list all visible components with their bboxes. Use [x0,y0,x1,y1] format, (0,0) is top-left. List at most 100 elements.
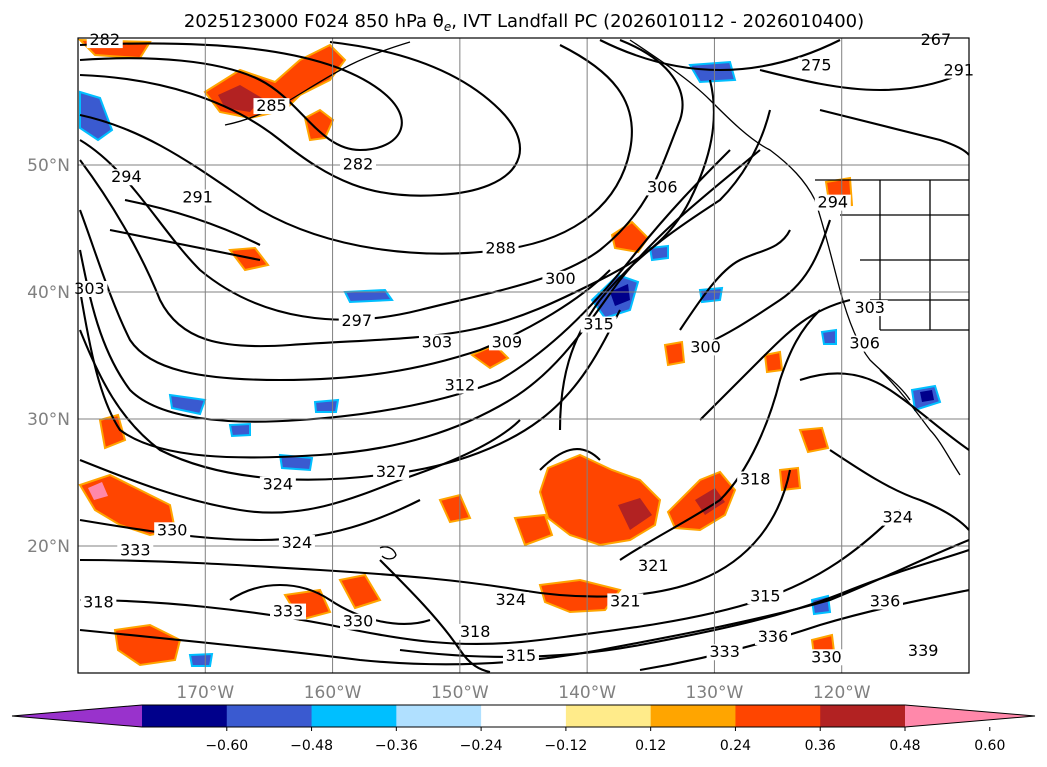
shade-extreme-west [88,482,108,500]
contour-line [639,588,969,672]
contour-label: 324 [282,533,313,552]
contour-label-bg [86,32,123,49]
contour-label-bg [905,642,942,659]
figure-title: 2025123000 F024 850 hPa θe, IVT Landfall… [184,11,864,34]
colorbar-segment [481,705,567,727]
contour-label: 333 [709,642,740,661]
lat-tick-labels: 50°N 40°N 30°N 20°N [27,156,70,557]
contour-label-bg [798,57,835,74]
contour-label: 282 [89,30,120,49]
shade-darkblue-6 [920,390,934,402]
contour-label-bg [502,648,539,665]
colorbar-segment [142,705,228,727]
contour-line [79,42,403,152]
shade-max-east [695,488,725,515]
contour-line [79,509,901,646]
lon-tick-label: 140°W [558,683,616,703]
contour-label-bg [482,240,519,257]
shade-positive-se [798,426,830,454]
contour-line [619,309,821,561]
contour-line [79,39,684,321]
colorbar-tick-label: 0.60 [974,738,1005,754]
contour-label-bg [418,334,455,351]
contour-line [109,228,261,262]
lon-tick-label: 120°W [813,683,871,703]
contour-label-bg [706,644,743,661]
colorbar-segment [650,705,736,727]
contour-label-bg [635,557,672,574]
contour-label-bg [580,316,617,333]
coastline-hawaii [379,546,397,560]
contour-label: 303 [74,279,105,298]
shade-negative-11 [188,652,214,667]
contour-label: 309 [492,332,523,351]
shade-negative-4 [168,393,207,416]
contour-label: 330 [343,612,374,631]
contour-label: 288 [485,238,516,257]
contour-label: 282 [343,155,374,174]
lon-tick-label: 160°W [304,683,362,703]
contour-label: 315 [750,586,781,605]
contour-label-bg [441,377,478,394]
lon-tick-label: 150°W [431,683,489,703]
contour-line [539,448,601,471]
map-panel: 282 282 285 291 294 303 288 300 297 303 309 315 306 3… [71,30,977,674]
contour-label: 321 [638,556,669,575]
contour-line [599,39,841,72]
contour-label-bg [154,522,191,539]
contour-line [759,68,969,92]
contour-label-bg [542,270,579,287]
contour-label-bg [71,281,108,297]
colorbar-tick-label: 0.48 [889,738,920,754]
colorbar-tick-label: −0.36 [375,738,418,754]
contour-label: 285 [256,96,287,115]
shade-positive-s4 [778,466,802,492]
colorbar-extend-high [905,705,1035,727]
colorbar: −0.60 −0.48 −0.36 −0.24 −0.12 0.12 0.24 0.36 0.4… [11,704,1036,754]
contour-label-bg [687,339,724,356]
contour-label: 333 [120,541,151,560]
contour-label: 300 [545,269,576,288]
contour-label: 306 [849,334,880,353]
shade-positive-central-2 [513,513,554,547]
shade-positive-gulf [303,108,335,142]
contour-label-bg [846,335,883,352]
contour-label: 291 [182,188,213,207]
contour-label-bg [108,169,145,186]
contour-line [79,209,611,382]
contour-label: 339 [908,641,939,660]
contour-label: 318 [740,470,771,489]
contour-label-bg [278,535,315,551]
contour-line [78,149,731,423]
contour-label: 330 [811,647,842,666]
contour-line [79,40,521,197]
colorbar-segment [735,705,821,727]
contour-label-bg [917,32,954,49]
contour-line [124,198,261,246]
map-frame [77,37,970,674]
contour-line [79,499,421,542]
shade-negative-7 [688,60,737,84]
colorbar-segment [565,705,652,727]
lat-tick-label: 50°N [27,156,70,176]
contour-label-bg [373,463,410,480]
shade-positive-s7 [663,340,686,367]
colorbar-tick-label: −0.24 [460,738,503,754]
shade-darkblue-mid [610,284,630,306]
contour-label-bg [814,194,851,211]
contour-label: 300 [690,337,721,356]
contour-label-bg [340,156,377,173]
shade-max-alaska [218,85,262,112]
contour-label: 306 [647,177,678,196]
contour-label-bg [607,593,644,610]
contour-line [79,309,621,481]
shade-positive-w3 [228,246,270,272]
contour-label-bg [340,613,377,630]
coastline-baja [879,369,961,476]
contour-label: 291 [944,61,975,80]
contour-line [689,219,831,351]
contour-label-bg [737,471,774,488]
colorbar-tick-label: 0.12 [635,738,666,754]
lat-tick-label: 40°N [27,283,70,303]
shade-negative-9 [648,244,669,262]
